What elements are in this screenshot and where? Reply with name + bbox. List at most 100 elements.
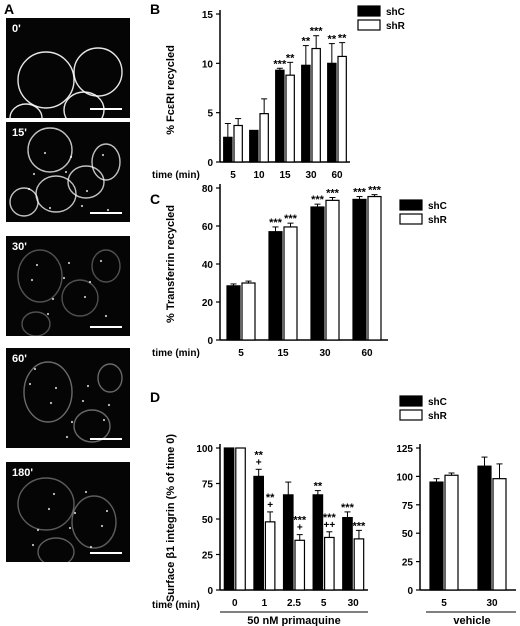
panel-label-c: C [150, 191, 160, 207]
significance-stars: *** [311, 194, 325, 206]
x-tick-label: 30 [348, 598, 360, 609]
micrograph-background [6, 462, 130, 562]
bar-shC [268, 231, 283, 341]
x-tick-label: 2.5 [287, 598, 301, 609]
bar-shR [259, 113, 269, 163]
x-axis-prefix: time (min) [152, 600, 200, 611]
cell-outline [91, 143, 121, 181]
micrograph-panel: A 0' 15' 30' 60' 180' [4, 1, 130, 567]
scale-bar [90, 552, 122, 554]
vesicle-speck [30, 278, 34, 282]
bar-shR [264, 521, 276, 591]
vesicle-speck [69, 155, 73, 159]
legend-label: shC [428, 201, 447, 212]
y-axis-title: Surface β1 integrin (% of time 0) [165, 434, 177, 602]
vesicle-speck [35, 263, 39, 267]
bar-shR [337, 55, 347, 163]
micrograph-frame: 0' [6, 18, 130, 133]
significance-stars: *** [326, 188, 340, 200]
x-tick-label: 30 [305, 170, 317, 181]
vesicle-speck [36, 528, 40, 532]
significance-plus: + [256, 457, 262, 468]
bar-shR [233, 124, 243, 163]
legend-label: shR [386, 21, 406, 32]
vesicle-speck [47, 507, 51, 511]
y-axis-title: % FcεRI recycled [165, 45, 177, 135]
significance-plus: + [297, 523, 303, 534]
legend-label: shR [428, 215, 448, 226]
bar-shR [241, 282, 256, 341]
vesicle-speck [100, 524, 104, 528]
vesicle-speck [88, 280, 92, 284]
y-tick-label: 50 [202, 515, 214, 526]
panel-label-a: A [4, 1, 14, 17]
y-tick-label: 50 [402, 529, 414, 540]
bar-shC [352, 198, 367, 341]
bar-shR [285, 74, 295, 163]
time-label: 30' [12, 241, 27, 253]
x-tick-label: 60 [331, 170, 343, 181]
y-tick-label: 25 [402, 558, 414, 569]
x-tick-label: 60 [361, 348, 373, 359]
cell-outline [37, 537, 75, 567]
significance-stars: *** [284, 213, 298, 225]
x-tick-label: 1 [262, 598, 268, 609]
bar-shC [249, 129, 259, 163]
legend-label: shR [428, 411, 448, 422]
time-label: 0' [12, 23, 21, 35]
cell-outline [17, 51, 75, 109]
vesicle-speck [102, 418, 106, 422]
vesicle-speck [49, 401, 53, 405]
vesicle-speck [99, 259, 103, 263]
micrograph-background [6, 122, 130, 222]
significance-stars: *** [293, 515, 307, 527]
y-tick-label: 10 [202, 59, 214, 70]
scale-bar [90, 326, 122, 328]
vesicle-speck [73, 511, 77, 515]
x-tick-label: 15 [279, 170, 291, 181]
vesicle-speck [62, 276, 66, 280]
cell-outline [71, 495, 117, 549]
vesicle-speck [33, 367, 37, 371]
panel-label-d: D [150, 389, 160, 405]
legend-swatch-shR [357, 19, 381, 31]
vesicle-speck [48, 206, 52, 210]
scale-bar [90, 108, 122, 110]
legend-label: shC [428, 397, 447, 408]
y-tick-label: 60 [202, 222, 214, 233]
vesicle-speck [46, 312, 50, 316]
significance-stars: *** [341, 502, 355, 514]
cell-outline [91, 249, 121, 283]
bar-shC [282, 494, 294, 591]
bar-shR [235, 447, 246, 591]
y-tick-label: 0 [207, 336, 213, 347]
vesicle-speck [70, 420, 74, 424]
time-label: 180' [12, 467, 33, 479]
y-tick-label: 100 [196, 444, 213, 455]
bar-shC [301, 64, 311, 163]
bar-shC [226, 285, 241, 341]
vesicle-speck [105, 509, 109, 513]
micrograph-frame: 15' [6, 122, 130, 222]
vesicle-speck [84, 490, 88, 494]
micrograph-background [6, 18, 130, 118]
y-tick-label: 5 [207, 109, 213, 120]
legend-label: shC [386, 7, 405, 18]
y-tick-label: 40 [202, 260, 214, 271]
vesicle-speck [51, 297, 55, 301]
significance-stars: *** [353, 187, 367, 199]
y-tick-label: 125 [396, 444, 413, 455]
legend-swatch-shC [399, 395, 423, 407]
legend-swatch-shC [399, 199, 423, 211]
vesicle-speck [101, 153, 105, 157]
cell-outline [23, 361, 73, 423]
bar-shR [283, 226, 298, 341]
x-tick-label: 15 [277, 348, 289, 359]
cell-outline [61, 279, 99, 317]
y-tick-label: 100 [396, 472, 413, 483]
vesicle-speck [27, 187, 31, 191]
bar-shC [477, 465, 492, 591]
time-label: 60' [12, 353, 27, 365]
